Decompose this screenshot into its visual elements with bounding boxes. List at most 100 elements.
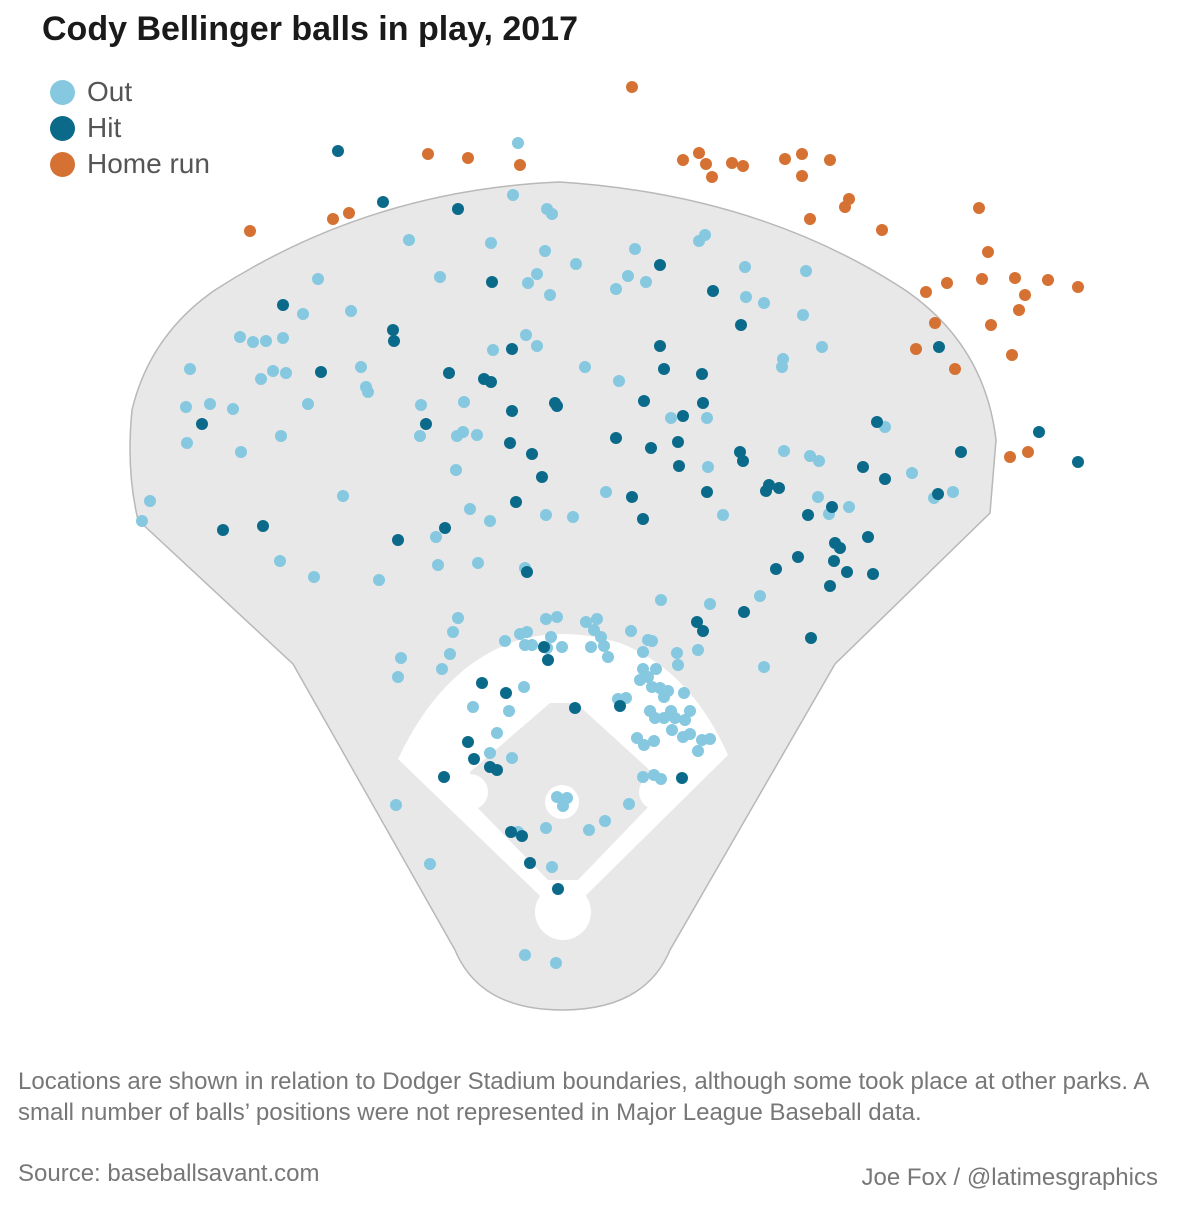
hit-point	[196, 418, 208, 430]
out-point	[804, 450, 816, 462]
home-run-point	[929, 317, 941, 329]
out-point	[550, 957, 562, 969]
hit-point	[857, 461, 869, 473]
out-point	[679, 714, 691, 726]
out-point	[646, 635, 658, 647]
home-run-point	[1072, 281, 1084, 293]
hit-point	[392, 534, 404, 546]
hit-point	[676, 772, 688, 784]
hit-point	[824, 580, 836, 592]
hit-point	[673, 460, 685, 472]
hit-point	[672, 436, 684, 448]
home-run-point	[1006, 349, 1018, 361]
hit-point	[677, 410, 689, 422]
out-point	[638, 739, 650, 751]
legend-label-home-run: Home run	[87, 148, 210, 179]
home-run-point	[677, 154, 689, 166]
home-run-point	[343, 207, 355, 219]
out-point	[520, 329, 532, 341]
out-point	[506, 752, 518, 764]
hit-point	[377, 196, 389, 208]
out-point	[545, 631, 557, 643]
out-point	[277, 332, 289, 344]
out-point	[308, 571, 320, 583]
hit-point	[542, 654, 554, 666]
out-point	[424, 858, 436, 870]
out-point	[622, 270, 634, 282]
out-point	[507, 189, 519, 201]
out-point	[531, 340, 543, 352]
home-run-point	[700, 158, 712, 170]
field-outline	[129, 181, 997, 1011]
out-point	[390, 799, 402, 811]
out-point	[540, 613, 552, 625]
out-point	[739, 261, 751, 273]
out-point	[637, 646, 649, 658]
hit-point	[826, 501, 838, 513]
out-point	[648, 735, 660, 747]
out-point	[672, 659, 684, 671]
out-point	[144, 495, 156, 507]
chart-title: Cody Bellinger balls in play, 2017	[42, 10, 578, 48]
hit-point	[691, 616, 703, 628]
out-point	[234, 331, 246, 343]
out-point	[457, 426, 469, 438]
out-point	[297, 308, 309, 320]
hit-point	[439, 522, 451, 534]
hit-point	[524, 857, 536, 869]
hit-point	[443, 367, 455, 379]
out-point	[678, 687, 690, 699]
out-point	[704, 598, 716, 610]
home-run-point	[920, 286, 932, 298]
hit-point	[257, 520, 269, 532]
hit-point	[486, 276, 498, 288]
hit-point	[500, 687, 512, 699]
third-base-cutout	[452, 774, 488, 810]
hit-point	[697, 397, 709, 409]
hit-point	[862, 531, 874, 543]
out-point	[539, 245, 551, 257]
out-point	[255, 373, 267, 385]
home-run-point	[726, 157, 738, 169]
out-point	[526, 639, 538, 651]
out-point	[758, 297, 770, 309]
hit-point	[867, 568, 879, 580]
hit-point	[638, 395, 650, 407]
hit-point	[551, 400, 563, 412]
hit-point	[510, 496, 522, 508]
out-point	[758, 661, 770, 673]
out-point	[540, 822, 552, 834]
hit-point	[645, 442, 657, 454]
out-point	[655, 594, 667, 606]
ballpark	[129, 181, 997, 1011]
out-point	[302, 398, 314, 410]
home-run-point	[779, 153, 791, 165]
out-point	[522, 277, 534, 289]
hit-point	[506, 405, 518, 417]
out-point	[662, 685, 674, 697]
hit-point	[315, 366, 327, 378]
out-point	[666, 724, 678, 736]
out-point	[546, 861, 558, 873]
home-run-point	[327, 213, 339, 225]
out-point	[464, 503, 476, 515]
out-point	[227, 403, 239, 415]
home-run-point	[462, 152, 474, 164]
out-point	[600, 486, 612, 498]
home-run-point	[706, 171, 718, 183]
out-point	[598, 640, 610, 652]
out-point	[373, 574, 385, 586]
out-point	[776, 361, 788, 373]
out-point	[355, 361, 367, 373]
out-point	[531, 268, 543, 280]
hit-point	[516, 830, 528, 842]
credit-line: Joe Fox / @latimesgraphics	[861, 1164, 1158, 1191]
home-run-point	[976, 273, 988, 285]
hit-point	[735, 319, 747, 331]
home-run-point	[737, 160, 749, 172]
out-point	[392, 671, 404, 683]
home-run-point	[949, 363, 961, 375]
out-point	[671, 647, 683, 659]
home-run-point	[982, 246, 994, 258]
out-swatch-icon	[50, 79, 75, 105]
